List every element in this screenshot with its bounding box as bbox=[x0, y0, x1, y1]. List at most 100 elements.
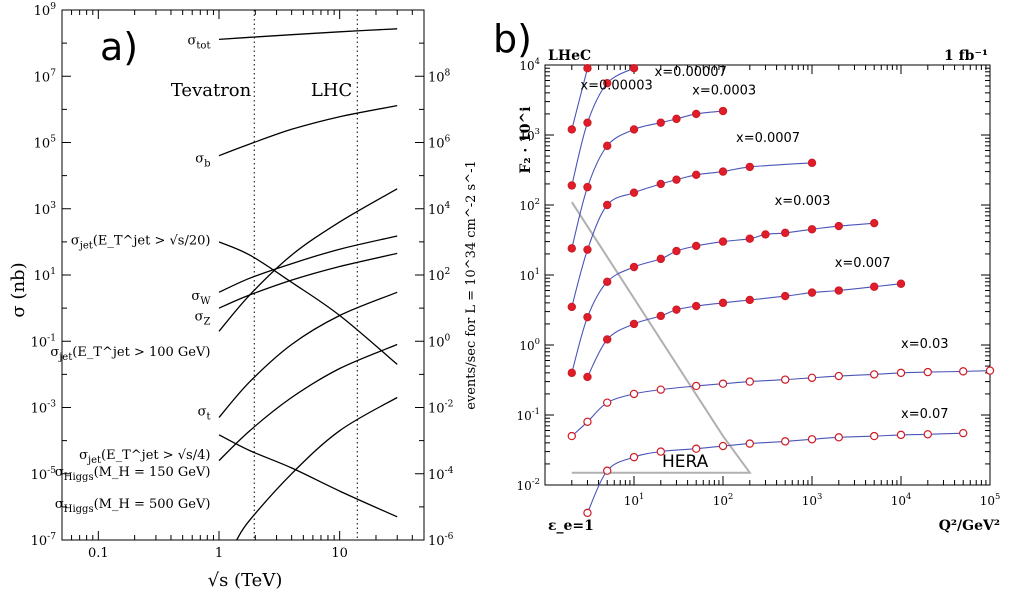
data-point bbox=[781, 291, 790, 301]
y2-tick-label: 10-4 bbox=[428, 466, 454, 483]
data-point bbox=[985, 366, 995, 375]
curve-label-1: σb bbox=[195, 152, 210, 170]
data-point bbox=[807, 288, 817, 297]
fit-curve-2 bbox=[571, 110, 724, 249]
y-tick-label: 10-2 bbox=[517, 476, 540, 493]
data-point bbox=[583, 64, 592, 73]
data-point bbox=[896, 430, 906, 440]
curve-3 bbox=[218, 235, 398, 293]
panel-a-ylabel: σ (nb) bbox=[8, 262, 29, 317]
data-point bbox=[745, 234, 754, 243]
data-point bbox=[629, 389, 639, 399]
data-point bbox=[718, 298, 728, 308]
data-point bbox=[583, 372, 592, 382]
data-point bbox=[583, 312, 592, 322]
y-tick-label: 10-1 bbox=[517, 406, 540, 423]
fit-curve-3 bbox=[571, 162, 813, 308]
panel-a-ticks: 0.1 1 10 10-7 10-5 10-3 10-1 101 103 105 107 109 10-… bbox=[31, 2, 454, 561]
data-point bbox=[603, 141, 612, 151]
data-point bbox=[692, 241, 701, 251]
data-point bbox=[923, 430, 932, 439]
data-point bbox=[567, 125, 576, 134]
curve-label-3: σW bbox=[191, 289, 211, 307]
curve-4 bbox=[218, 252, 398, 309]
y-tick-label: 103 bbox=[519, 126, 540, 143]
data-point bbox=[959, 428, 968, 438]
data-point bbox=[896, 368, 906, 378]
data-point bbox=[807, 158, 817, 168]
panel-a-label: a) bbox=[100, 25, 138, 69]
data-point bbox=[834, 286, 843, 295]
panel-b-ylabel: F₂ · 10^i bbox=[518, 106, 534, 173]
tevatron-label: Tevatron bbox=[171, 80, 252, 101]
x-tick-label: 104 bbox=[891, 491, 912, 508]
panel-b-structure-function: 101 102 103 104 105 10-2 10-1 100 101 102 103 104 x… bbox=[493, 17, 1000, 534]
data-point bbox=[629, 125, 639, 134]
data-point bbox=[745, 295, 754, 305]
panel-b-bottom-left: ε_e=1 bbox=[548, 518, 594, 534]
data-point bbox=[656, 179, 665, 189]
x-tick-label: 105 bbox=[980, 491, 1001, 508]
curve-5 bbox=[218, 188, 398, 332]
panel-a-curve-labels: σtot σb σjet(E_T^jet > √s/20) σW σZ σjet(E_T^… bbox=[50, 33, 211, 515]
x-tick-label: 0.1 bbox=[88, 546, 109, 561]
data-point bbox=[603, 466, 612, 475]
data-point bbox=[807, 435, 817, 444]
data-point bbox=[761, 230, 770, 239]
panel-b-xlabel: Q²/GeV² bbox=[939, 518, 1000, 534]
panel-b-ticks: 101 102 103 104 105 10-2 10-1 100 101 102 103 104 bbox=[517, 56, 1001, 508]
y2-tick-label: 106 bbox=[428, 135, 451, 152]
data-point bbox=[672, 246, 681, 256]
data-point bbox=[870, 218, 879, 228]
data-point bbox=[718, 167, 728, 176]
data-point bbox=[745, 377, 754, 386]
fit-curve-7 bbox=[571, 370, 991, 437]
data-point bbox=[583, 508, 592, 518]
data-point bbox=[629, 64, 639, 73]
series-label-4: x=0.003 bbox=[775, 194, 831, 209]
y2-tick-label: 102 bbox=[428, 267, 450, 284]
data-point bbox=[629, 319, 639, 329]
y-tick-label: 10-3 bbox=[31, 400, 57, 417]
data-point bbox=[567, 302, 576, 312]
data-point bbox=[583, 417, 592, 426]
data-point bbox=[718, 237, 728, 246]
curve-label-0: σtot bbox=[188, 33, 211, 51]
y2-tick-label: 10-6 bbox=[428, 532, 454, 549]
data-point bbox=[692, 301, 701, 311]
curve-8 bbox=[218, 343, 398, 462]
lhc-label: LHC bbox=[311, 80, 352, 101]
data-point bbox=[567, 181, 576, 190]
curve-label-6: σt bbox=[198, 405, 211, 423]
y2-tick-label: 104 bbox=[428, 201, 451, 218]
curve-9 bbox=[236, 396, 398, 541]
fit-curve-1 bbox=[571, 67, 635, 186]
x-tick-label: 1 bbox=[215, 546, 223, 561]
series-label-0: x=0.00003 bbox=[580, 78, 652, 93]
y-tick-label: 10-1 bbox=[31, 333, 56, 350]
curve-0 bbox=[218, 28, 398, 41]
data-point bbox=[781, 228, 790, 238]
data-point bbox=[718, 379, 728, 388]
data-point bbox=[745, 162, 754, 172]
x-tick-label: 102 bbox=[713, 491, 734, 508]
curve-label-2: σjet(E_T^jet > √s/20) bbox=[71, 233, 211, 251]
y-tick-label: 102 bbox=[519, 196, 540, 213]
series-label-2: x=0.0003 bbox=[692, 83, 756, 98]
data-point bbox=[603, 398, 612, 407]
data-point bbox=[656, 118, 665, 127]
y2-tick-label: 10-2 bbox=[428, 400, 453, 417]
data-point bbox=[692, 109, 701, 119]
series-label-3: x=0.0007 bbox=[736, 131, 800, 146]
data-point bbox=[870, 431, 879, 441]
data-point bbox=[567, 431, 576, 441]
curve-label-9: σHiggs(M_H = 500 GeV) bbox=[55, 497, 211, 515]
data-point bbox=[834, 221, 843, 231]
panel-b-label: b) bbox=[493, 17, 532, 61]
data-point bbox=[896, 279, 906, 288]
data-point bbox=[718, 441, 728, 451]
panel-b-points bbox=[567, 64, 995, 518]
x-tick-label: 101 bbox=[624, 491, 645, 508]
data-point bbox=[807, 225, 817, 234]
